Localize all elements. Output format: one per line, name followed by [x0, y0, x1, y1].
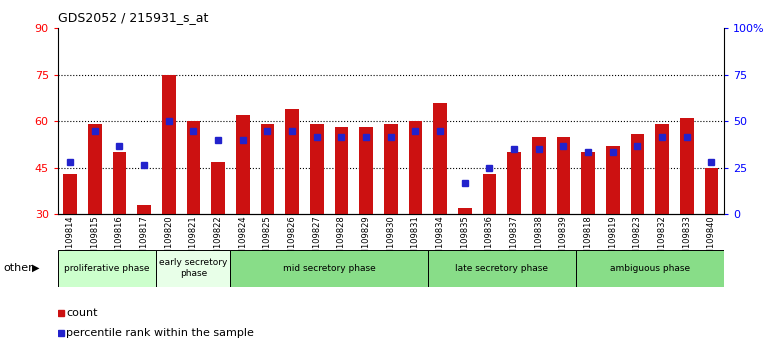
Bar — [606, 146, 620, 214]
Bar — [581, 152, 595, 214]
Text: count: count — [66, 308, 98, 318]
Bar — [335, 127, 348, 214]
Bar — [156, 250, 230, 287]
Bar — [310, 124, 323, 214]
Bar — [631, 133, 644, 214]
Bar — [507, 152, 521, 214]
Bar — [655, 124, 669, 214]
Bar — [384, 124, 397, 214]
Text: mid secretory phase: mid secretory phase — [283, 264, 376, 273]
Text: proliferative phase: proliferative phase — [65, 264, 150, 273]
Bar — [88, 124, 102, 214]
Bar — [230, 250, 428, 287]
Bar — [261, 124, 274, 214]
Bar — [409, 121, 422, 214]
Bar — [458, 208, 471, 214]
Bar — [705, 168, 718, 214]
Text: GDS2052 / 215931_s_at: GDS2052 / 215931_s_at — [58, 11, 208, 24]
Bar — [186, 121, 200, 214]
Bar — [360, 127, 373, 214]
Bar — [286, 109, 299, 214]
Text: other: other — [4, 263, 34, 273]
Bar — [428, 250, 576, 287]
Text: early secretory
phase: early secretory phase — [159, 258, 228, 278]
Bar — [557, 137, 571, 214]
Bar — [137, 205, 151, 214]
Text: ambiguous phase: ambiguous phase — [610, 264, 690, 273]
Bar — [236, 115, 249, 214]
Bar — [211, 161, 225, 214]
Bar — [434, 103, 447, 214]
Text: ▶: ▶ — [32, 263, 40, 273]
Bar — [58, 250, 156, 287]
Bar — [483, 174, 496, 214]
Bar — [532, 137, 546, 214]
Bar — [162, 75, 176, 214]
Text: percentile rank within the sample: percentile rank within the sample — [66, 328, 254, 338]
Bar — [576, 250, 724, 287]
Text: late secretory phase: late secretory phase — [455, 264, 548, 273]
Bar — [112, 152, 126, 214]
Bar — [680, 118, 694, 214]
Bar — [63, 174, 77, 214]
